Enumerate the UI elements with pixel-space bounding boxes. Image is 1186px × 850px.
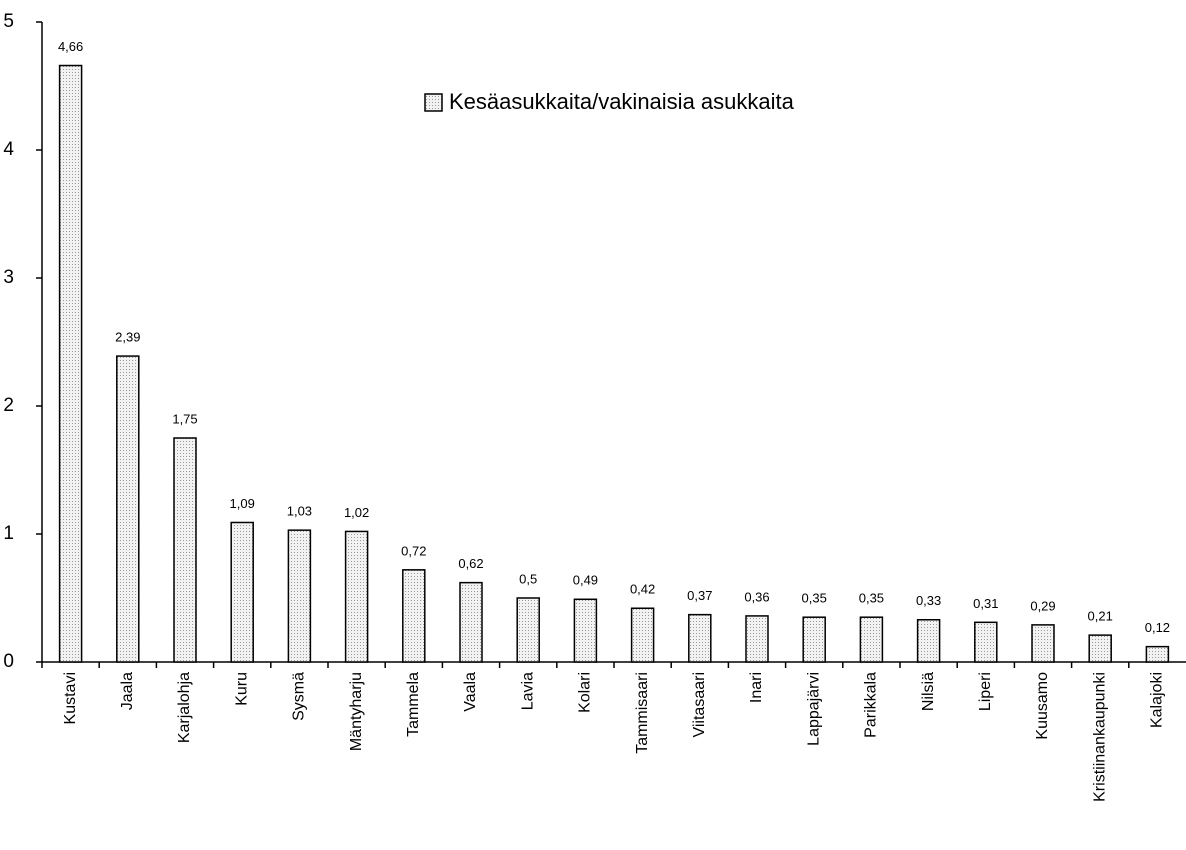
bar xyxy=(173,437,197,663)
value-label: 2,39 xyxy=(115,330,140,345)
x-tick-label: Kolari xyxy=(577,672,594,713)
x-tick-label: Lavia xyxy=(519,672,536,710)
x-tick-label: Lappajärvi xyxy=(805,672,822,746)
bar xyxy=(630,607,655,663)
bar xyxy=(344,530,369,663)
x-tick-label: Liperi xyxy=(977,672,994,711)
value-label: 0,37 xyxy=(687,588,712,603)
value-label: 0,62 xyxy=(458,556,483,571)
bar xyxy=(58,64,83,663)
x-tick-label: Karjalohja xyxy=(176,672,193,743)
x-tick-label: Tammela xyxy=(405,672,422,737)
value-label: 0,12 xyxy=(1145,620,1170,635)
bar xyxy=(802,616,826,663)
value-label: 0,42 xyxy=(630,582,655,597)
x-tick-label: Tammisaari xyxy=(634,672,651,754)
bar xyxy=(402,569,426,663)
bar xyxy=(688,613,712,663)
value-label: 0,31 xyxy=(973,596,998,611)
x-tick-label: Inari xyxy=(748,672,765,703)
value-label: 0,49 xyxy=(573,573,598,588)
value-label: 0,72 xyxy=(401,543,426,558)
x-tick-label: Kristiinankaupunki xyxy=(1091,672,1108,802)
x-tick-label: Kuru xyxy=(233,672,250,706)
bar xyxy=(459,581,483,663)
value-label: 0,35 xyxy=(859,591,884,606)
value-label: 0,36 xyxy=(744,589,769,604)
x-tick-label: Parikkala xyxy=(863,672,880,738)
legend-swatch xyxy=(424,93,443,112)
value-label: 1,03 xyxy=(287,504,312,519)
x-tick-label: Kalajoki xyxy=(1149,672,1166,728)
bar xyxy=(287,529,312,663)
value-label: 0,35 xyxy=(802,591,827,606)
bar xyxy=(974,621,998,663)
value-label: 4,66 xyxy=(58,39,83,54)
y-tick-label: 5 xyxy=(3,11,14,32)
value-label: 0,29 xyxy=(1030,598,1055,613)
bar xyxy=(1088,634,1112,663)
bar xyxy=(230,521,254,663)
value-label: 0,5 xyxy=(519,571,537,586)
x-tick-label: Mäntyharju xyxy=(348,672,365,751)
value-label: 1,09 xyxy=(230,496,255,511)
bar xyxy=(573,598,598,663)
value-label: 1,02 xyxy=(344,505,369,520)
value-label: 0,21 xyxy=(1088,609,1113,624)
x-tick-label: Viitasaari xyxy=(691,672,708,738)
y-tick-label: 4 xyxy=(3,139,14,160)
bar xyxy=(859,616,884,663)
x-tick-label: Kustavi xyxy=(62,672,79,724)
y-tick-label: 3 xyxy=(3,267,14,288)
legend-label: Kesäasukkaita/vakinaisia asukkaita xyxy=(449,89,795,114)
y-tick-label: 0 xyxy=(3,651,14,672)
bar xyxy=(1145,645,1170,663)
bar xyxy=(1031,624,1055,663)
x-tick-label: Sysmä xyxy=(291,672,308,721)
y-tick-label: 1 xyxy=(3,523,14,544)
bar xyxy=(916,619,941,663)
x-tick-label: Vaala xyxy=(462,672,479,712)
x-tick-label: Jaala xyxy=(119,672,136,710)
x-tick-label: Kuusamo xyxy=(1034,672,1051,740)
value-label: 1,75 xyxy=(172,411,197,426)
y-tick-label: 2 xyxy=(3,395,14,416)
bar xyxy=(516,597,540,663)
x-tick-label: Nilsiä xyxy=(920,672,937,711)
value-label: 0,33 xyxy=(916,593,941,608)
bar xyxy=(745,615,769,663)
bar xyxy=(116,355,140,663)
